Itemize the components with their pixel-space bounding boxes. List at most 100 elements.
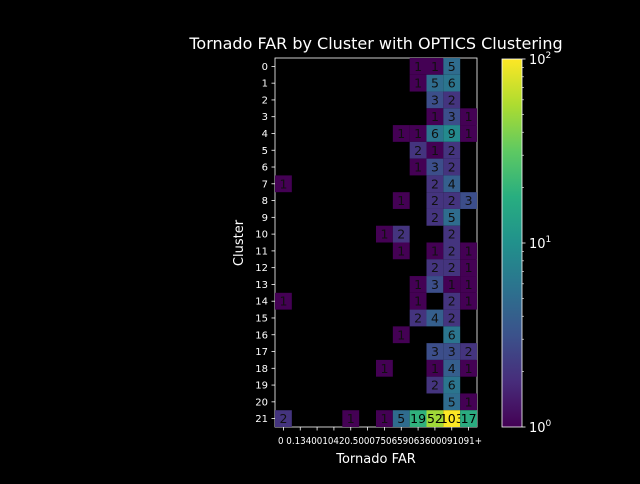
y-tick-label: 19 [255,381,268,392]
heatmap-cell [443,58,461,75]
y-tick-label: 0 [262,62,268,73]
heatmap-cell [275,292,292,310]
heatmap-cell [426,108,444,126]
heatmap-cell [443,175,461,193]
cell-value-label: 3 [448,109,456,124]
heatmap-cell [460,343,477,360]
cell-value-label: 3 [448,344,456,359]
cell-value-label: 1 [397,126,405,141]
heatmap-cell [426,141,444,159]
cell-value-label: 1 [414,59,422,74]
colorbar-tick-label: 102 [529,51,551,68]
cell-value-label: 5 [448,394,456,409]
cell-value-label: 1 [397,193,405,208]
heatmap-cell [443,108,461,126]
cell-value-label: 5 [397,411,405,426]
cell-value-label: 1 [431,361,439,376]
cell-value-label: 1 [380,361,388,376]
heatmap-cell [443,376,461,394]
cell-value-label: 2 [448,294,456,309]
heatmap-cell [443,158,461,176]
y-tick-label: 16 [255,330,268,341]
y-tick-label: 17 [255,347,268,358]
heatmap-cell [426,376,444,394]
colorbar-ticks: 100 101 102 [522,51,552,436]
y-tick-label: 20 [255,397,268,408]
heatmap-cell [443,192,461,209]
cell-value-label: 2 [448,143,456,158]
heatmap-cell [426,175,444,193]
colorbar [501,58,523,428]
cell-value-label: 2 [448,227,456,242]
cell-value-label: 1 [465,109,473,124]
cell-value-label: 2 [279,411,287,426]
y-tick-label: 21 [255,414,268,425]
cell-value-label: 5 [448,210,456,225]
cell-value-label: 1 [431,109,439,124]
cell-value-label: 4 [448,176,456,191]
heatmap-cells: 1 1 51 5 63 21 3 11 1 6 9 12 1 21 3 21 2 41 2 2 32 51 2 21 1 2 12 2… [275,58,477,427]
x-axis-label: Tornado FAR [335,452,416,467]
heatmap-cell [275,410,292,427]
cell-value-label: 19 [410,411,426,426]
cell-value-label: 1 [414,294,422,309]
y-tick-label: 5 [262,146,268,157]
cell-value-label: 2 [448,260,456,275]
heatmap-cell [409,74,427,92]
y-tick-label: 6 [262,163,268,174]
heatmap-cell [342,410,360,427]
heatmap-cell [460,242,477,260]
cell-value-label: 3 [431,160,439,175]
cell-value-label: 1 [279,294,287,309]
cell-value-label: 9 [448,126,456,141]
heatmap-cell [392,410,410,427]
cell-value-label: 1 [431,143,439,158]
cell-value-label: 17 [461,411,477,426]
y-tick-label: 15 [255,313,268,324]
heatmap-cell [376,410,393,427]
heatmap-cell [443,208,461,226]
cell-value-label: 6 [448,327,456,342]
cell-value-label: 1 [279,176,287,191]
cell-value-label: 2 [448,310,456,325]
cell-value-label: 2 [431,378,439,393]
heatmap-cell [460,359,477,377]
heatmap-cell [275,175,292,193]
heatmap-cell [443,141,461,159]
heatmap-cell [376,225,393,243]
y-tick-label: 4 [262,129,268,140]
heatmap-cell [443,74,461,92]
cell-value-label: 1 [431,59,439,74]
heatmap-cell [409,141,427,159]
cell-value-label: 1 [380,411,388,426]
cell-value-label: 2 [397,227,405,242]
cell-value-label: 1 [465,277,473,292]
heatmap-cell [426,276,444,293]
heatmap-cell [443,309,461,327]
heatmap-cell [409,309,427,327]
cell-value-label: 2 [431,176,439,191]
heatmap-cell [443,125,461,142]
heatmap-cell [460,393,477,411]
heatmap-cell [392,242,410,260]
cell-value-label: 1 [431,243,439,258]
heatmap-cell [426,343,444,360]
cell-value-label: 103 [440,411,464,426]
cell-value-label: 1 [347,411,355,426]
heatmap-cell [376,359,393,377]
cell-value-label: 1 [414,277,422,292]
heatmap-cell [426,125,444,142]
heatmap-cell [443,242,461,260]
cell-value-label: 4 [448,361,456,376]
heatmap-cell [460,192,477,209]
heatmap-cell [426,309,444,327]
cell-value-label: 3 [465,193,473,208]
cell-value-label: 1 [465,294,473,309]
heatmap-cell [392,192,410,209]
cell-value-label: 1 [414,76,422,91]
heatmap-cell [426,410,444,427]
heatmap-cell [409,125,427,142]
cell-value-label: 2 [414,310,422,325]
